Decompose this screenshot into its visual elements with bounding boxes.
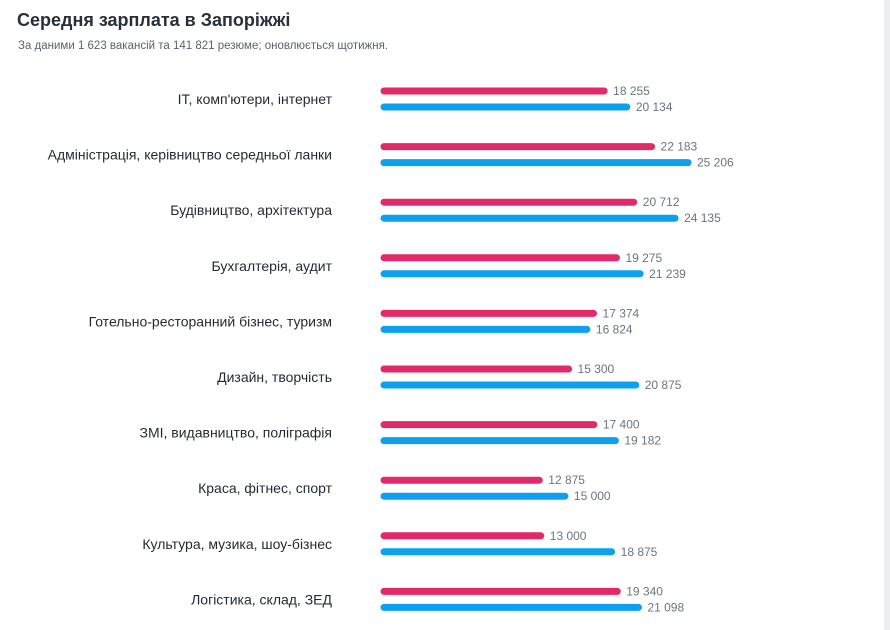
category-label: ЗМІ, видавництво, поліграфія — [140, 425, 333, 441]
value-label-series-1: 19 340 — [626, 584, 663, 598]
value-label-series-1: 13 000 — [550, 529, 587, 543]
value-label-series-2: 21 098 — [647, 600, 684, 614]
value-label-series-2: 16 824 — [596, 322, 633, 336]
category-label: Бухгалтерія, аудит — [212, 258, 333, 274]
category-label: Культура, музика, шоу-бізнес — [142, 536, 332, 552]
value-label-series-1: 12 875 — [548, 473, 585, 487]
value-label-series-2: 24 135 — [684, 211, 721, 225]
value-label-series-1: 17 374 — [603, 306, 640, 320]
value-label-series-1: 17 400 — [603, 418, 640, 432]
chart-subtitle: За даними 1 623 вакансій та 141 821 резю… — [18, 40, 388, 52]
category-label: Краса, фітнес, спорт — [198, 480, 332, 496]
value-label-series-1: 20 712 — [643, 195, 680, 209]
value-label-series-1: 19 275 — [625, 251, 662, 265]
category-label: Адміністрація, керівництво середньої лан… — [48, 147, 332, 163]
category-label: Готельно-ресторанний бізнес, туризм — [89, 313, 332, 329]
category-label: Будівництво, архітектура — [170, 202, 332, 218]
value-label-series-1: 22 183 — [661, 140, 698, 154]
value-label-series-2: 20 875 — [645, 378, 682, 392]
value-label-series-2: 15 000 — [574, 489, 611, 503]
chart-title: Середня зарплата в Запоріжжі — [17, 10, 291, 30]
category-label: Дизайн, творчість — [217, 369, 332, 385]
value-label-series-2: 18 875 — [621, 545, 658, 559]
page-edge-divider — [884, 0, 890, 630]
value-label-series-1: 15 300 — [578, 362, 615, 376]
category-label: ІТ, комп'ютери, інтернет — [178, 91, 333, 107]
category-label: Логістика, склад, ЗЕД — [191, 591, 332, 607]
value-label-series-2: 20 134 — [636, 100, 673, 114]
value-label-series-2: 21 239 — [649, 267, 686, 281]
value-label-series-2: 25 206 — [697, 156, 734, 170]
value-label-series-2: 19 182 — [624, 434, 661, 448]
value-label-series-1: 18 255 — [613, 84, 650, 98]
